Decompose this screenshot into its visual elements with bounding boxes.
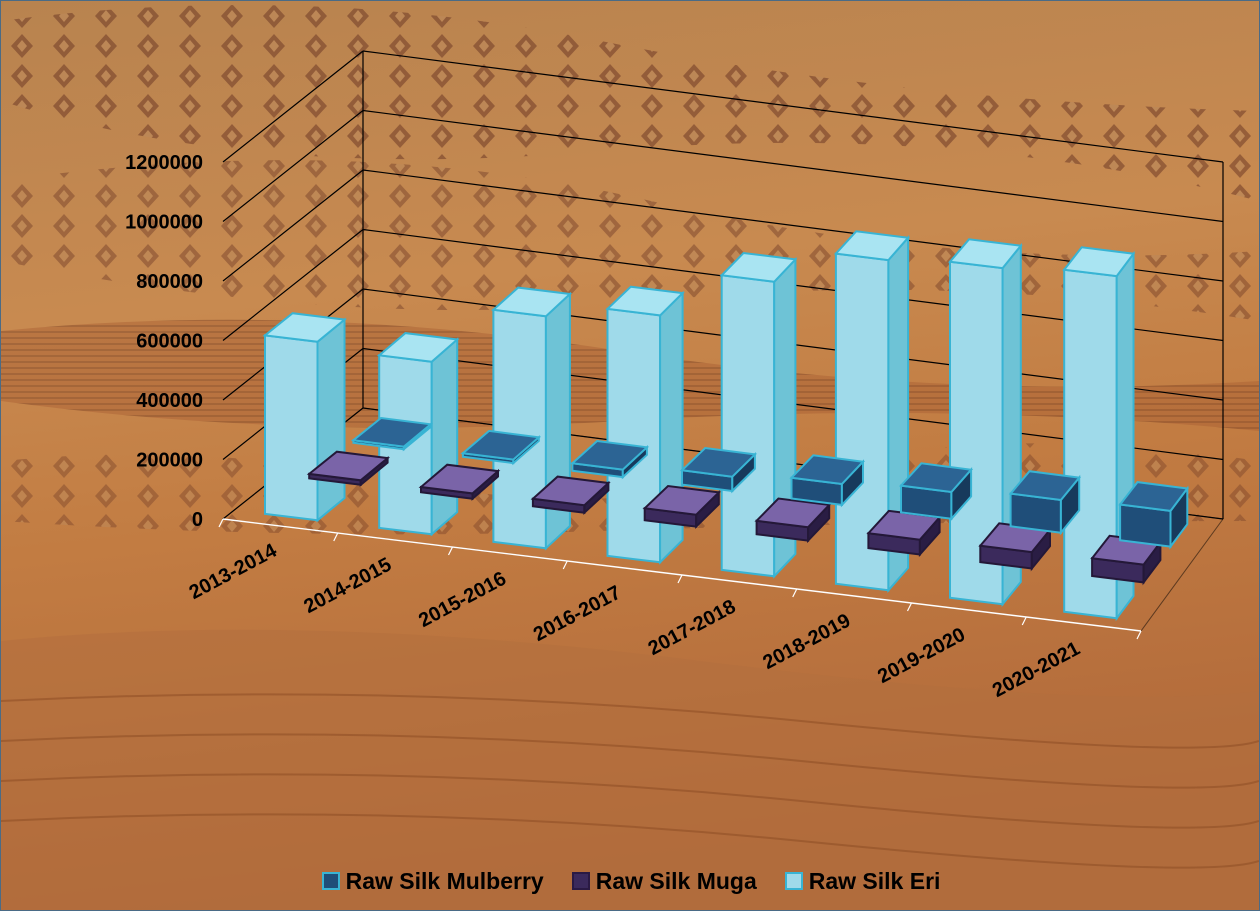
bar-raw-silk-mulberry-2014-2015 (460, 429, 542, 466)
legend-label-mulberry: Raw Silk Mulberry (345, 867, 544, 894)
legend-label-eri: Raw Silk Eri (808, 867, 941, 894)
legend-item-muga: Raw Silk Muga (571, 867, 757, 895)
bar-top-face (530, 475, 611, 507)
bar-top-face (642, 484, 721, 516)
y-tick-label: 600000 (136, 331, 203, 353)
x-tick-mark (1021, 616, 1027, 626)
x-tick-mark (677, 574, 683, 584)
legend-label-muga: Raw Silk Muga (595, 867, 757, 894)
gridline-side (222, 110, 364, 222)
bar-top-face (262, 312, 347, 343)
bar-top-face (1118, 481, 1190, 512)
legend-swatch-muga (571, 872, 590, 890)
bar-raw-silk-mulberry-2016-2017 (679, 446, 758, 494)
bar-top-face (679, 446, 758, 478)
bar-raw-silk-mulberry-2017-2018 (789, 454, 866, 508)
bar-top-face (605, 285, 685, 317)
bar-top-face (418, 463, 501, 495)
bar-side-face (430, 337, 459, 537)
bar-raw-silk-muga-2014-2015 (418, 463, 501, 501)
legend-swatch-mulberry (321, 872, 340, 890)
bar-top-face (898, 462, 974, 494)
bar-front-face (264, 334, 319, 522)
bar-top-face (460, 429, 542, 461)
bar-front-face (606, 307, 662, 564)
x-tick-mark (333, 532, 339, 542)
bar-raw-silk-eri-2017-2018 (719, 251, 798, 579)
bar-top-face (1062, 246, 1136, 278)
bar-side-face (316, 317, 346, 523)
bar-top-face (789, 454, 866, 486)
bar-top-face (719, 251, 798, 283)
bar-top-face (376, 332, 460, 363)
chart-legend: Raw Silk Mulberry Raw Silk Muga Raw Silk… (1, 863, 1259, 899)
x-tick-mark (562, 560, 568, 570)
y-axis-ticks: 0 200000 400000 600000 800000 1000000 1200000 (125, 152, 203, 531)
gridline-side (222, 50, 364, 163)
bar-front-face (492, 308, 547, 550)
x-tick-mark (906, 602, 913, 612)
bar-top-face (570, 439, 650, 471)
x-tick-mark (1136, 630, 1142, 640)
legend-item-mulberry: Raw Silk Mulberry (321, 867, 544, 895)
bar-raw-silk-eri-2019-2020 (948, 238, 1023, 608)
y-tick-label: 1000000 (125, 212, 203, 234)
x-tick-mark (447, 546, 454, 556)
bar-raw-silk-mulberry-2018-2019 (898, 462, 974, 522)
bar-top-face (1008, 470, 1082, 502)
bar-raw-silk-mulberry-2013-2014 (350, 416, 434, 452)
y-tick-label: 200000 (136, 450, 203, 472)
y-tick-label: 0 (192, 509, 203, 531)
bar-raw-silk-eri-2018-2019 (833, 230, 911, 593)
legend-swatch-eri (784, 872, 803, 890)
bar-raw-silk-mulberry-2015-2016 (570, 439, 650, 480)
bar-raw-silk-muga-2015-2016 (530, 475, 611, 515)
gridline-side (222, 229, 364, 341)
legend-item-eri: Raw Silk Eri (784, 867, 941, 895)
bar-top-face (350, 416, 434, 448)
bar-raw-silk-mulberry-2019-2020 (1008, 470, 1082, 536)
chart-bars (262, 230, 1190, 622)
bar-raw-silk-muga-2019-2020 (978, 522, 1052, 572)
bar-top-face (833, 230, 911, 262)
bar-raw-silk-muga-2018-2019 (866, 509, 942, 558)
bar-raw-silk-eri-2013-2014 (262, 312, 347, 523)
chart-floor (218, 518, 1142, 640)
bar-top-face (491, 286, 573, 318)
bar-raw-silk-muga-2016-2017 (642, 484, 721, 529)
gridline-back (362, 50, 1224, 163)
bar-top-face (306, 450, 391, 482)
y-tick-label: 400000 (136, 390, 203, 412)
bar-raw-silk-muga-2013-2014 (306, 450, 391, 487)
bar-top-face (948, 238, 1023, 270)
y-tick-label: 1200000 (125, 152, 203, 174)
bar-raw-silk-mulberry-2020-2021 (1118, 481, 1190, 550)
x-tick-mark (792, 588, 798, 598)
gridline-side (222, 169, 364, 282)
gridline-back (362, 109, 1224, 223)
y-tick-label: 800000 (136, 271, 203, 293)
bar-top-face (754, 497, 832, 529)
x-tick-mark (218, 518, 224, 528)
bar-raw-silk-muga-2017-2018 (754, 497, 832, 544)
